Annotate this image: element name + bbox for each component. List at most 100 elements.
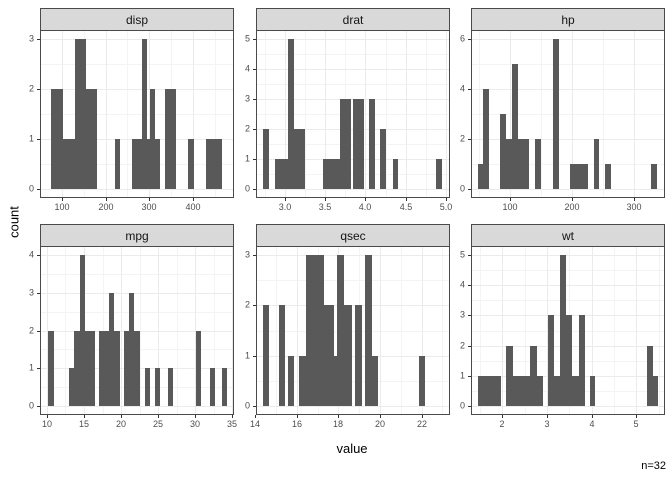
histogram-bar	[155, 368, 160, 406]
histogram-bar	[80, 255, 85, 406]
x-gridline-major	[158, 247, 159, 414]
y-tick-label: 1	[244, 153, 250, 164]
y-tick-mark	[468, 39, 471, 40]
x-axis-title: value	[336, 441, 368, 456]
y-gridline-minor	[257, 280, 449, 281]
y-gridline-major	[472, 255, 664, 256]
y-tick-mark	[468, 406, 471, 407]
x-tick-mark	[380, 415, 381, 418]
y-tick-label: 1	[28, 133, 34, 144]
y-tick-label: 1	[244, 350, 250, 361]
histogram-bar	[48, 331, 54, 406]
x-tick-label: 4.0	[358, 202, 372, 212]
x-tick-mark	[121, 415, 122, 418]
histogram-bar	[188, 139, 194, 189]
x-gridline-minor	[103, 247, 104, 414]
x-gridline-major	[446, 31, 447, 197]
x-gridline-minor	[214, 247, 215, 414]
histogram-bar	[647, 346, 653, 406]
histogram-bar	[380, 129, 386, 189]
panel-hp	[471, 30, 665, 198]
histogram-bar	[86, 89, 97, 189]
x-tick-label: 100	[54, 202, 70, 212]
histogram-bar	[653, 376, 658, 406]
y-tick-mark	[253, 406, 256, 407]
x-gridline-major	[297, 247, 298, 414]
y-gridline-major	[257, 69, 449, 70]
y-gridline-minor	[41, 274, 233, 275]
x-gridline-major	[195, 247, 196, 414]
x-gridline-minor	[659, 247, 660, 414]
y-tick-mark	[468, 255, 471, 256]
histogram-bar	[554, 376, 560, 406]
histogram-bar	[353, 99, 364, 189]
x-gridline-major	[365, 31, 366, 197]
x-tick-mark	[325, 198, 326, 201]
y-tick-label: 4	[459, 83, 465, 94]
x-gridline-major	[510, 31, 511, 197]
y-tick-label: 3	[244, 249, 250, 260]
x-tick-label: 20	[374, 419, 386, 429]
y-gridline-major	[472, 189, 664, 190]
y-tick-mark	[253, 189, 256, 190]
x-gridline-minor	[177, 247, 178, 414]
x-tick-mark	[62, 198, 63, 201]
histogram-bar	[535, 139, 541, 189]
x-tick-mark	[232, 415, 233, 418]
histogram-bar	[115, 139, 120, 189]
y-tick-label: 3	[459, 309, 465, 320]
y-gridline-major	[472, 406, 664, 407]
y-gridline-major	[257, 406, 449, 407]
facet-strip-qsec: qsec	[256, 224, 450, 247]
histogram-bar	[306, 255, 324, 406]
histogram-bar	[500, 114, 506, 189]
histogram-bar	[324, 305, 334, 406]
x-gridline-major	[106, 31, 107, 197]
x-tick-mark	[636, 415, 637, 418]
y-tick-mark	[253, 39, 256, 40]
x-tick-label: 15	[78, 419, 90, 429]
x-gridline-minor	[140, 247, 141, 414]
x-tick-mark	[365, 198, 366, 201]
histogram-bar	[206, 139, 222, 189]
y-gridline-minor	[257, 84, 449, 85]
y-tick-mark	[253, 129, 256, 130]
facet-strip-label-mpg: mpg	[125, 228, 149, 243]
y-tick-mark	[468, 376, 471, 377]
x-tick-label: 14	[249, 419, 261, 429]
facet-strip-label-drat: drat	[342, 12, 364, 27]
y-tick-label: 3	[244, 93, 250, 104]
y-axis-title: count	[6, 206, 22, 238]
facet-strip-drat: drat	[256, 8, 450, 31]
x-tick-label: 200	[98, 202, 114, 212]
y-tick-label: 0	[244, 183, 250, 194]
histogram-bar	[524, 139, 529, 189]
y-gridline-minor	[41, 114, 233, 115]
x-tick-label: 3	[544, 419, 550, 429]
x-tick-label: 20	[115, 419, 127, 429]
y-tick-mark	[468, 285, 471, 286]
y-gridline-minor	[472, 164, 664, 165]
histogram-bar	[572, 376, 579, 406]
x-gridline-major	[121, 247, 122, 414]
y-tick-mark	[468, 315, 471, 316]
x-gridline-major	[406, 31, 407, 197]
y-tick-label: 2	[459, 340, 465, 351]
histogram-bar	[294, 129, 305, 189]
x-tick-mark	[255, 415, 256, 418]
x-gridline-major	[592, 247, 593, 414]
y-gridline-major	[472, 285, 664, 286]
x-tick-mark	[547, 415, 548, 418]
histogram-bar	[393, 159, 398, 189]
y-gridline-major	[257, 255, 449, 256]
sample-size-label: n=32	[641, 460, 666, 472]
facet-strip-mpg: mpg	[40, 224, 234, 247]
y-tick-label: 4	[459, 279, 465, 290]
y-tick-label: 2	[244, 123, 250, 134]
y-tick-mark	[37, 331, 40, 332]
x-gridline-major	[422, 247, 423, 414]
histogram-bar	[478, 164, 483, 189]
x-gridline-major	[636, 247, 637, 414]
histogram-bar	[537, 376, 543, 406]
histogram-bar	[210, 368, 215, 406]
